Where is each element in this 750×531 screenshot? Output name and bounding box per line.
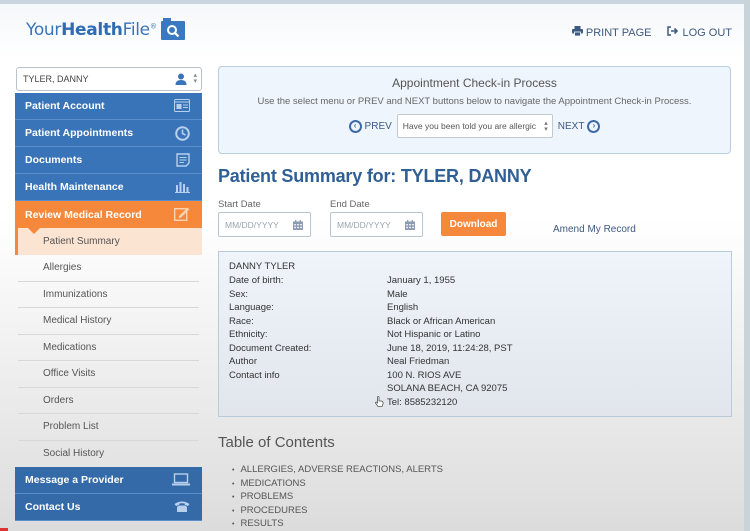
window-edge	[744, 0, 750, 531]
sidebar-item-documents[interactable]: Documents	[15, 147, 202, 174]
sidebar-item-contact-us[interactable]: Contact Us	[15, 494, 202, 521]
sidebar-item-review-medical-record[interactable]: Review Medical Record	[15, 201, 202, 228]
sidebar-nav: Patient Account Patient Appointments Doc…	[15, 93, 202, 521]
edit-icon	[173, 207, 190, 224]
sidebar-subitem-immunizations[interactable]: Immunizations	[18, 282, 199, 308]
download-button[interactable]: Download	[441, 212, 506, 236]
checkin-description: Use the select menu or PREV and NEXT but…	[257, 96, 692, 107]
log-out-link[interactable]: LOG OUT	[667, 26, 732, 39]
logout-icon	[667, 26, 679, 39]
sidebar-subitem-medical-history[interactable]: Medical History	[18, 308, 199, 335]
chevron-left-circle-icon: ‹	[348, 119, 362, 133]
logo-text: YourHealthFile®	[26, 20, 157, 40]
start-date-input[interactable]: MM/DD/YYYY	[218, 212, 311, 237]
checkin-title: Appointment Check-in Process	[392, 76, 557, 90]
id-card-icon	[174, 99, 190, 115]
document-icon	[176, 153, 190, 170]
sidebar-subitem-medications[interactable]: Medications	[18, 335, 199, 361]
toc-list: ALLERGIES, ADVERSE REACTIONS, ALERTS MED…	[232, 463, 443, 531]
patient-select[interactable]: TYLER, DANNY ▴ ▾	[16, 67, 202, 91]
toc-item[interactable]: RESULTS	[232, 517, 443, 531]
sidebar-subitems: Allergies Immunizations Medical History …	[15, 255, 202, 467]
sidebar-subitem-office-visits[interactable]: Office Visits	[18, 361, 199, 388]
printer-icon	[571, 26, 583, 39]
amend-my-record-link[interactable]: Amend My Record	[553, 224, 636, 235]
top-border	[0, 0, 750, 4]
checkin-navigation: ‹ PREV Have you been told you are allerg…	[219, 114, 730, 138]
sidebar-subitem-allergies[interactable]: Allergies	[18, 255, 199, 282]
end-date-input[interactable]: MM/DD/YYYY	[330, 212, 423, 237]
page-title: Patient Summary for: TYLER, DANNY	[218, 166, 532, 186]
person-icon	[175, 73, 187, 87]
checkin-panel: Appointment Check-in Process Use the sel…	[218, 66, 731, 154]
phone-icon	[174, 500, 190, 516]
toc-item[interactable]: MEDICATIONS	[232, 477, 443, 491]
clock-icon	[175, 126, 190, 144]
start-date-label: Start Date	[218, 199, 261, 210]
chevron-right-circle-icon: ›	[587, 119, 601, 133]
toc-item[interactable]: PROCEDURES	[232, 504, 443, 518]
calendar-icon[interactable]	[293, 220, 303, 232]
end-date-label: End Date	[330, 199, 370, 210]
sidebar-subitem-patient-summary[interactable]: Patient Summary	[15, 228, 202, 255]
sidebar-subitem-problem-list[interactable]: Problem List	[18, 414, 199, 441]
patient-name: DANNY TYLER	[229, 261, 296, 272]
sidebar-item-patient-appointments[interactable]: Patient Appointments	[15, 120, 202, 147]
bar-chart-icon	[175, 180, 190, 196]
sidebar-subitem-orders[interactable]: Orders	[18, 388, 199, 414]
select-arrows-icon: ▴ ▾	[193, 72, 197, 85]
patient-summary-box: DANNY TYLER Date of birth: January 1, 195…	[218, 251, 732, 417]
bottom-edge-marker	[0, 528, 8, 531]
folder-search-icon	[160, 17, 185, 40]
toc-item[interactable]: ALLERGIES, ADVERSE REACTIONS, ALERTS	[232, 463, 443, 477]
sidebar-item-message-provider[interactable]: Message a Provider	[15, 467, 202, 494]
next-button[interactable]: NEXT ›	[558, 119, 601, 133]
header-links: PRINT PAGE LOG OUT	[571, 26, 732, 39]
select-arrows-icon: ▴ ▾	[544, 120, 548, 133]
laptop-icon	[172, 473, 190, 489]
hand-cursor-icon	[375, 392, 384, 411]
toc-title: Table of Contents	[218, 434, 335, 451]
sidebar-item-health-maintenance[interactable]: Health Maintenance	[15, 174, 202, 201]
calendar-icon[interactable]	[405, 220, 415, 232]
print-page-link[interactable]: PRINT PAGE	[571, 26, 651, 39]
sidebar-item-patient-account[interactable]: Patient Account	[15, 93, 202, 120]
toc-item[interactable]: PROBLEMS	[232, 490, 443, 504]
sidebar-subitem-social-history[interactable]: Social History	[43, 448, 105, 460]
prev-button[interactable]: ‹ PREV	[348, 119, 392, 133]
checkin-step-select[interactable]: Have you been told you are allergic ▴ ▾	[396, 114, 553, 138]
logo[interactable]: YourHealthFile®	[26, 17, 185, 40]
